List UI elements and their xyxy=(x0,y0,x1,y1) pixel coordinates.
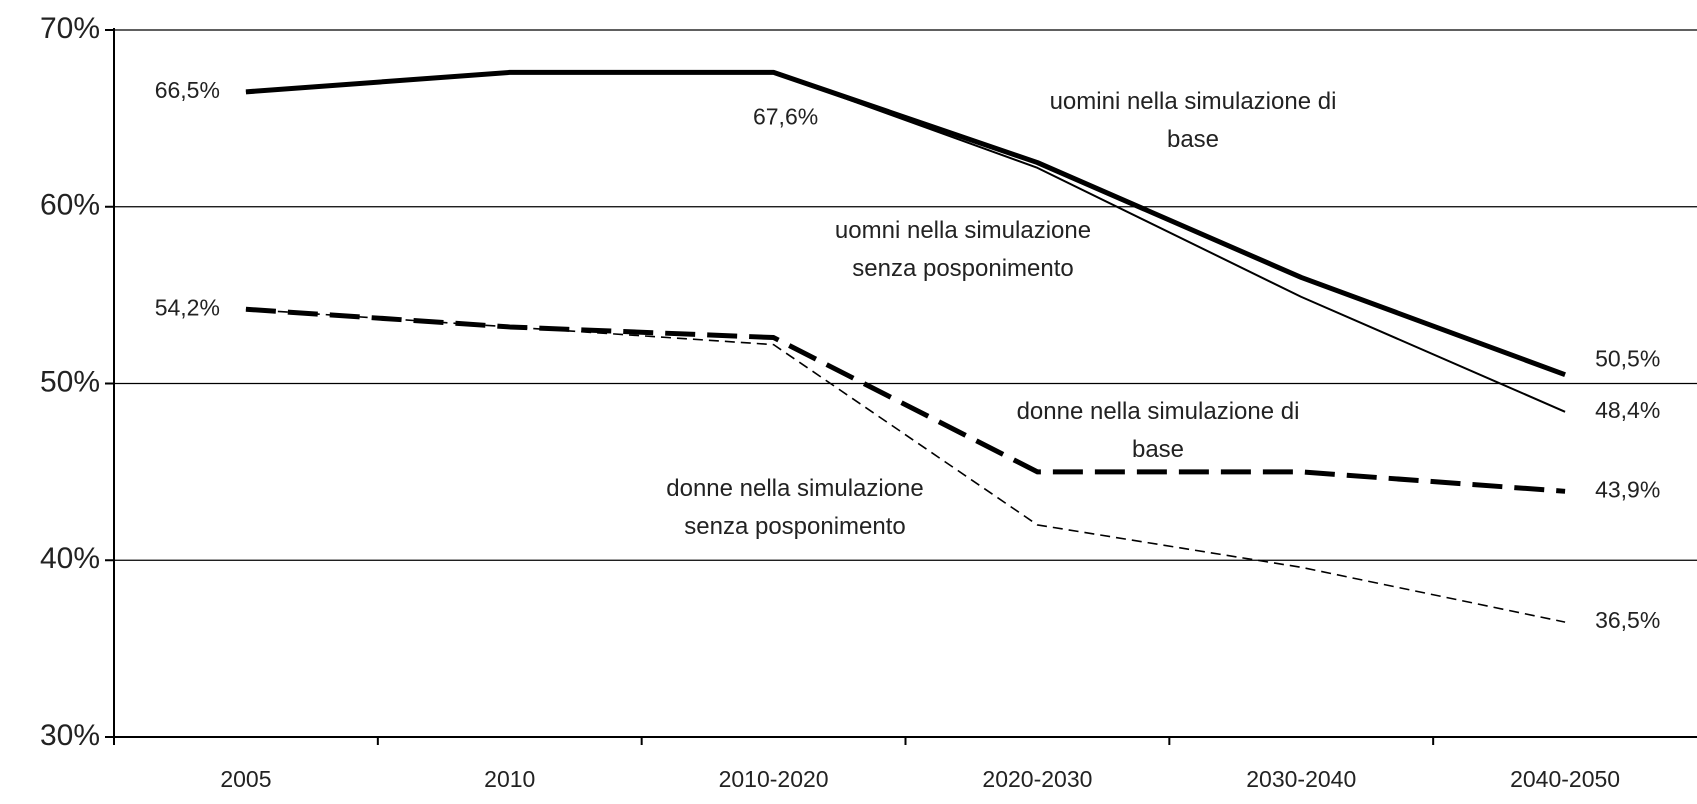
series-line xyxy=(245,71,1566,413)
series-label: uomni nella simulazione senza posponimen… xyxy=(834,217,1092,282)
data-label: 50,5% xyxy=(1595,346,1660,372)
series-line xyxy=(245,308,1566,623)
data-label: 66,5% xyxy=(155,77,220,103)
y-tick-label: 60% xyxy=(40,189,100,222)
y-tick-label: 50% xyxy=(40,365,100,398)
data-label: 67,6% xyxy=(753,103,818,129)
x-tick-label: 2010 xyxy=(484,766,535,792)
x-tick-label: 2005 xyxy=(220,766,271,792)
series-label: donne nella simulazione senza posponimen… xyxy=(666,475,924,540)
series-label: donne nella simulazione di base xyxy=(1016,398,1300,463)
y-tick-label: 30% xyxy=(40,719,100,752)
data-label: 43,9% xyxy=(1595,476,1660,502)
x-tick-label: 2020-2030 xyxy=(982,766,1092,792)
data-label: 36,5% xyxy=(1595,607,1660,633)
y-tick-label: 70% xyxy=(40,12,100,45)
data-label: 48,4% xyxy=(1595,397,1660,423)
series-label: uomini nella simulazione di base xyxy=(1049,88,1337,153)
y-tick-label: 40% xyxy=(40,542,100,575)
x-tick-label: 2040-2050 xyxy=(1510,766,1620,792)
x-tick-label: 2030-2040 xyxy=(1246,766,1356,792)
series-line xyxy=(245,306,1566,494)
x-tick-label: 2010-2020 xyxy=(719,766,829,792)
data-label: 54,2% xyxy=(155,294,220,320)
